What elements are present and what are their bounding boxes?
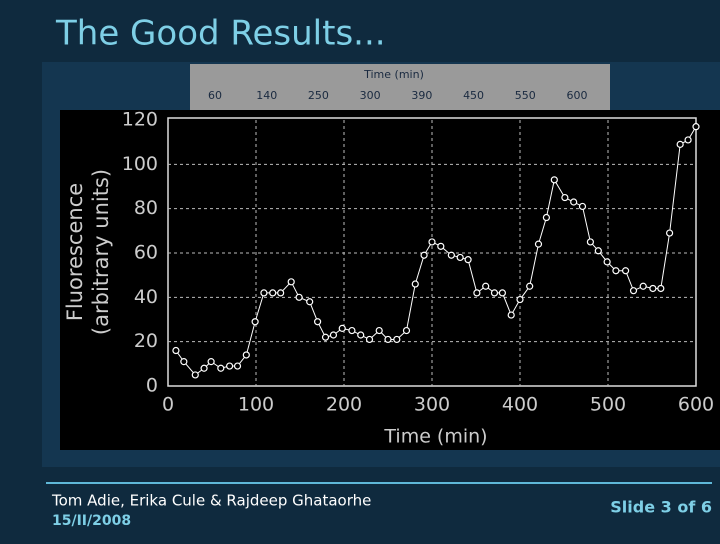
x-tick-label: 0	[162, 394, 174, 416]
x-tick-label: 200	[326, 394, 362, 416]
y-tick-label: 100	[122, 153, 158, 175]
data-point	[578, 202, 587, 211]
data-point	[464, 256, 472, 264]
image-time-label: 60	[208, 89, 222, 102]
data-point	[586, 238, 595, 246]
y-tick-label: 80	[134, 197, 158, 219]
data-point	[684, 136, 692, 144]
image-time-label: 600	[567, 89, 588, 102]
data-point	[639, 282, 647, 290]
data-point	[456, 253, 464, 262]
slide-title: The Good Results...	[55, 14, 386, 54]
y-axis-label: Fluorescence	[63, 183, 87, 321]
data-point	[277, 289, 285, 297]
data-point	[233, 362, 242, 370]
data-point	[437, 242, 445, 250]
data-point	[629, 287, 638, 295]
x-tick-label: 500	[590, 394, 626, 416]
data-point	[365, 335, 374, 344]
data-point	[172, 346, 180, 355]
data-point	[594, 247, 602, 255]
data-point	[526, 282, 534, 290]
data-point	[295, 293, 303, 301]
x-tick-label: 600	[678, 394, 714, 416]
data-point	[657, 284, 665, 293]
data-point	[260, 289, 268, 297]
authors: Tom Adie, Erika Cule & Rajdeep Ghataorhe	[51, 492, 371, 510]
chart-background	[60, 110, 720, 450]
image-strip	[190, 64, 610, 110]
data-point	[507, 311, 515, 319]
y-tick-label: 20	[134, 330, 158, 352]
image-time-label: 390	[411, 89, 432, 102]
x-axis-label: Time (min)	[383, 426, 487, 448]
data-point	[226, 362, 234, 370]
data-point	[420, 251, 428, 259]
data-point	[490, 289, 499, 297]
image-strip-labels: 60 140 250 300 390 450 550 600	[208, 89, 588, 102]
data-point	[534, 240, 543, 248]
y-tick-label: 60	[134, 242, 158, 264]
x-tick-label: 300	[414, 394, 450, 416]
data-point	[338, 324, 346, 332]
plot: 0 20 40 60 80 100 120 0 100 200 300 400 500 600	[122, 109, 714, 416]
data-point	[447, 251, 455, 259]
data-point	[612, 267, 620, 275]
data-point	[329, 331, 338, 339]
data-point	[603, 258, 611, 266]
data-point	[665, 229, 674, 237]
data-point	[348, 326, 356, 335]
data-point	[269, 289, 277, 297]
data-point	[287, 278, 295, 286]
data-point	[473, 289, 481, 297]
data-point	[428, 238, 436, 246]
date: 15/II/2008	[52, 513, 131, 529]
image-time-label: 550	[515, 89, 536, 102]
data-point	[393, 335, 401, 344]
data-point	[649, 284, 657, 293]
data-point	[251, 318, 259, 326]
data-point	[200, 364, 208, 372]
data-point	[621, 267, 630, 275]
data-point	[402, 326, 411, 335]
data-point	[542, 213, 551, 222]
data-point	[692, 123, 700, 131]
data-point	[180, 358, 188, 366]
y-tick-label: 0	[146, 375, 158, 397]
data-point	[411, 280, 419, 288]
data-point	[550, 176, 558, 184]
data-point	[498, 289, 506, 297]
y-tick-label: 120	[122, 109, 158, 131]
x-tick-label: 400	[502, 394, 538, 416]
image-time-label: 250	[308, 89, 329, 102]
data-point	[242, 351, 250, 359]
y-tick-label: 40	[134, 286, 158, 308]
data-point	[570, 198, 578, 206]
x-tick-label: 100	[238, 394, 274, 416]
data-point	[357, 331, 365, 339]
data-point	[482, 282, 490, 290]
data-point	[306, 298, 314, 306]
slide-number: Slide 3 of 6	[610, 498, 712, 517]
data-point	[516, 295, 524, 304]
data-point	[375, 326, 383, 335]
image-time-label: 140	[256, 89, 277, 102]
data-point	[217, 364, 225, 372]
data-point	[314, 318, 322, 326]
data-point	[321, 333, 330, 341]
data-point	[191, 371, 199, 379]
data-point	[207, 358, 215, 366]
data-point	[561, 193, 569, 202]
data-point	[676, 140, 684, 148]
data-point	[384, 335, 392, 344]
image-strip-title: Time (min)	[363, 68, 424, 81]
image-time-label: 450	[463, 89, 484, 102]
image-time-label: 300	[360, 89, 381, 102]
y-axis-label: (arbitrary units)	[89, 169, 113, 335]
